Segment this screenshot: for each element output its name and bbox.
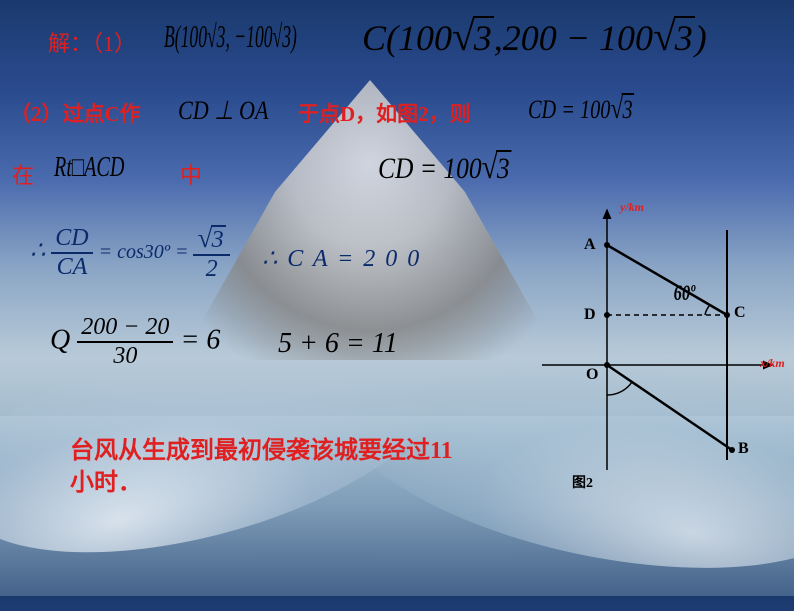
point-o-label: O <box>586 366 598 384</box>
point-c: C(1003,200 − 1003) <box>362 12 707 60</box>
part2-text2: 于点D，如图2，则 <box>298 98 471 128</box>
diagram-figure2: y/km x/km A D C O B 60º 图2 <box>532 200 782 490</box>
cd-value-2: CD = 1003 <box>378 148 511 187</box>
y-axis-label: y/km <box>620 200 644 215</box>
point-d-label: D <box>584 306 596 324</box>
x-axis-label: x/km <box>760 356 785 371</box>
angle-60-label: 60º <box>674 280 695 306</box>
rt-acd: Rt□ACD <box>54 152 124 184</box>
zhong-label: 中 <box>180 158 202 190</box>
point-b: B(100√3, −100√3) <box>164 18 297 55</box>
conclusion-line1: 台风从生成到最初侵袭该城要经过11 <box>70 430 453 465</box>
figure-caption: 图2 <box>572 472 593 492</box>
cd-perp-oa: CD ⊥ OA <box>178 96 268 126</box>
eq-sum11: 5 + 6 = 11 <box>278 328 398 360</box>
point-c-label: C <box>734 304 746 322</box>
cd-value-1: CD = 1003 <box>528 92 634 126</box>
conclusion-line2: 小时． <box>70 462 142 497</box>
eq-cos30: ∴ CDCA = cos30º = 32 <box>30 222 230 283</box>
solution-label: 解：（1） <box>48 26 136 58</box>
eq-quotient: Q 200 − 2030 = 6 <box>50 314 220 370</box>
point-a-label: A <box>584 236 596 254</box>
eq-ca200: ∴ C A = 2 0 0 <box>262 244 421 273</box>
part2-text1: （2）过点C作 <box>10 98 141 128</box>
zai-label: 在 <box>12 158 34 190</box>
point-b-label: B <box>738 440 749 458</box>
